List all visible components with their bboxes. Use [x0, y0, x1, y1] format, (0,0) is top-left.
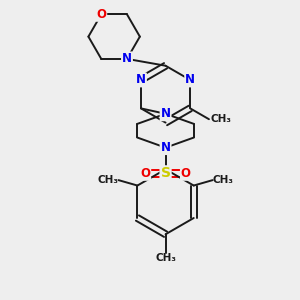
Text: N: N — [185, 74, 195, 86]
Text: O: O — [96, 8, 106, 21]
Text: CH₃: CH₃ — [155, 253, 176, 263]
Text: S: S — [160, 167, 171, 180]
Text: N: N — [122, 52, 132, 65]
Text: O: O — [181, 167, 191, 180]
Text: O: O — [140, 167, 150, 180]
Text: N: N — [136, 74, 146, 86]
Text: N: N — [160, 107, 171, 120]
Text: CH₃: CH₃ — [211, 114, 232, 124]
Text: N: N — [160, 141, 171, 154]
Text: CH₃: CH₃ — [213, 175, 234, 185]
Text: CH₃: CH₃ — [98, 175, 118, 185]
